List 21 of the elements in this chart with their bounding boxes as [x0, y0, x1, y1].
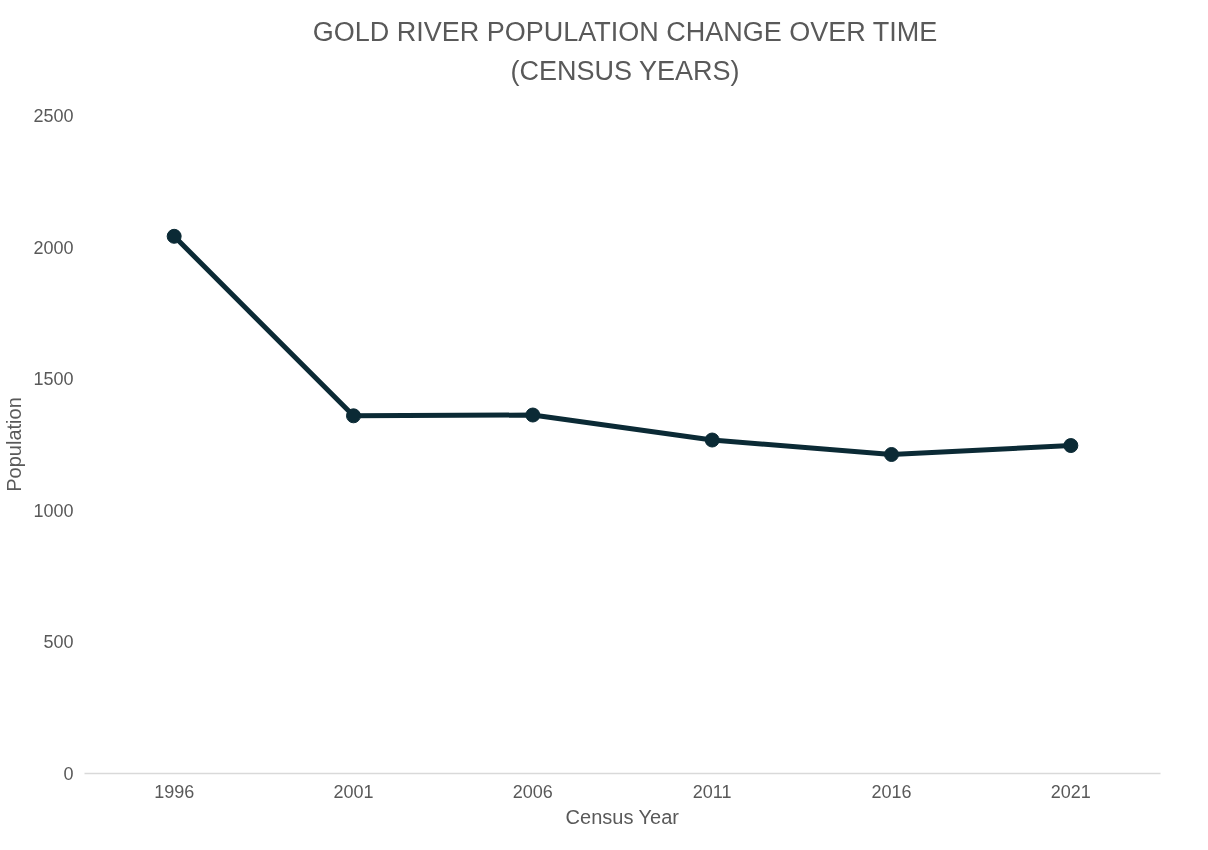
y-tick-label: 0: [63, 764, 74, 784]
x-tick-label: 2021: [1050, 781, 1091, 802]
x-tick-label: 2001: [333, 781, 374, 802]
y-tick-label: 1500: [33, 369, 74, 390]
x-tick-label: 2011: [692, 781, 732, 802]
point: [346, 408, 361, 424]
point: [884, 447, 899, 462]
x-tick-label: 2006: [512, 781, 553, 802]
x-tick-label: 1996: [154, 781, 195, 802]
x-axis-title: Census Year: [565, 805, 680, 828]
y-tick-label: 500: [43, 632, 74, 653]
y-axis-title: Population: [3, 397, 26, 492]
y-tick-label: 2000: [33, 237, 74, 258]
y-tick-label: 1000: [33, 500, 74, 521]
point: [525, 407, 541, 423]
x-tick-label: 2016: [871, 781, 912, 802]
chart-title: GOLD RIVER POPULATION CHANGE OVER TIME (CENSUS YEARS): [311, 16, 939, 89]
point: [704, 432, 720, 448]
point: [166, 228, 182, 244]
point: [1063, 438, 1079, 454]
y-tick-label: 2500: [33, 106, 74, 126]
